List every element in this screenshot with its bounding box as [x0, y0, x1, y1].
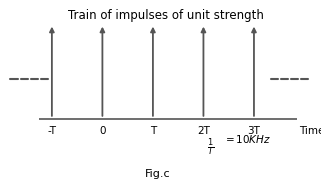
Text: 3T: 3T	[247, 126, 260, 136]
Text: 2T: 2T	[197, 126, 210, 136]
Text: Train of impulses of unit strength: Train of impulses of unit strength	[68, 10, 264, 22]
Text: 0: 0	[99, 126, 106, 136]
Text: $\frac{1}{T}$: $\frac{1}{T}$	[207, 137, 215, 158]
Text: Time →: Time →	[299, 126, 321, 136]
Text: Fig.c: Fig.c	[145, 169, 171, 179]
Text: T: T	[150, 126, 156, 136]
Text: -T: -T	[48, 126, 56, 136]
Text: $= 10KHz$: $= 10KHz$	[223, 133, 271, 145]
